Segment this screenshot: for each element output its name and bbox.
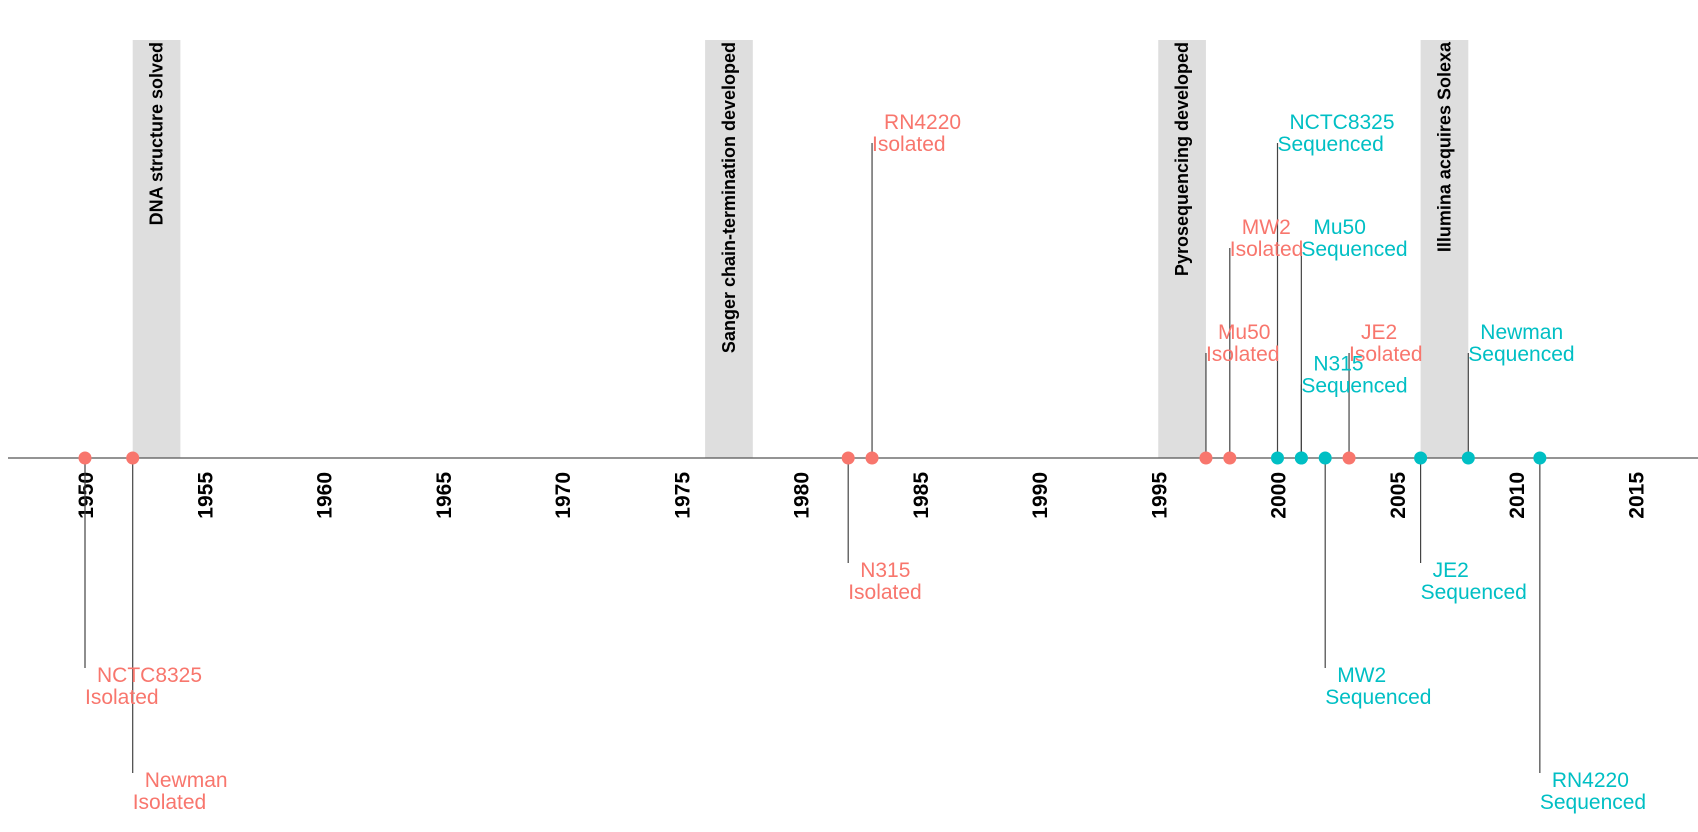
event-point <box>1271 451 1284 465</box>
event-status-label: Sequenced <box>1278 133 1384 156</box>
x-tick-label: 1950 <box>75 472 98 519</box>
x-tick-label: 1980 <box>791 472 814 519</box>
event-status-label: Sequenced <box>1421 581 1527 604</box>
event-status-label: Sequenced <box>1301 238 1407 261</box>
event-status-label: Isolated <box>848 581 922 604</box>
x-tick-label: 1990 <box>1029 472 1052 519</box>
x-tick-label: 2000 <box>1268 472 1291 519</box>
event-status-label: Isolated <box>133 791 207 814</box>
event-point <box>78 451 92 465</box>
event-status-label: Isolated <box>1349 343 1423 366</box>
event-point <box>126 451 140 465</box>
event-strain-label: MW2 <box>1337 664 1386 687</box>
event-status-label: Isolated <box>872 133 946 156</box>
event-strain-label: Mu50 <box>1313 216 1366 239</box>
band-label: Illumina acquires Solexa <box>1434 41 1454 252</box>
event-strain-label: NCTC8325 <box>1290 111 1395 134</box>
x-tick-label: 1985 <box>910 472 933 519</box>
x-tick-label: 1970 <box>552 472 575 519</box>
event-point <box>1342 451 1356 465</box>
event-strain-label: MW2 <box>1242 216 1291 239</box>
event-band <box>1420 40 1469 458</box>
event-status-label: Isolated <box>1206 343 1280 366</box>
event-labels: NCTC8325IsolatedNewmanIsolatedN315Isolat… <box>85 111 1646 814</box>
band-label: Pyrosequencing developed <box>1172 42 1192 276</box>
event-status-label: Sequenced <box>1468 343 1574 366</box>
event-band <box>705 40 753 458</box>
event-point <box>1199 451 1213 465</box>
event-status-label: Isolated <box>1230 238 1304 261</box>
x-tick-label: 2015 <box>1625 472 1648 519</box>
event-point <box>841 451 855 465</box>
event-point <box>1294 451 1308 465</box>
x-tick-label: 1995 <box>1148 472 1171 519</box>
event-point <box>1318 451 1332 465</box>
event-status-label: Sequenced <box>1325 686 1431 709</box>
event-status-label: Isolated <box>85 686 159 709</box>
x-tick-label: 1965 <box>433 472 456 519</box>
event-strain-label: Newman <box>145 769 228 792</box>
x-tick-label: 2010 <box>1506 472 1529 519</box>
event-point <box>1533 451 1547 465</box>
x-tick-label: 2005 <box>1387 472 1410 519</box>
event-band <box>1158 40 1206 458</box>
band-label: DNA structure solved <box>147 42 167 225</box>
event-point <box>1461 451 1475 465</box>
event-strain-label: N315 <box>860 559 910 582</box>
event-strain-label: Mu50 <box>1218 321 1271 344</box>
event-strain-label: RN4220 <box>884 111 961 134</box>
event-stems <box>84 143 1541 773</box>
event-point <box>1414 451 1428 465</box>
event-status-label: Sequenced <box>1301 375 1407 398</box>
event-bands: DNA structure solved Sanger chain-termina… <box>132 40 1469 458</box>
event-status-label: Sequenced <box>1540 791 1646 814</box>
event-points <box>78 451 1547 465</box>
event-point <box>865 451 879 465</box>
event-strain-label: N315 <box>1313 353 1363 376</box>
event-strain-label: JE2 <box>1361 321 1397 344</box>
band-label: Sanger chain-termination developed <box>719 42 739 353</box>
x-tick-label: 1955 <box>194 472 217 519</box>
event-strain-label: JE2 <box>1433 559 1469 582</box>
event-strain-label: Newman <box>1480 321 1563 344</box>
year-ticks: 1950 1955 1960 1965 1970 1975 1980 1985 1990 1995… <box>75 472 1648 519</box>
event-strain-label: NCTC8325 <box>97 664 202 687</box>
x-tick-label: 1960 <box>314 472 337 519</box>
event-band <box>132 40 181 458</box>
event-point <box>1223 451 1237 465</box>
event-strain-label: RN4220 <box>1552 769 1629 792</box>
x-tick-label: 1975 <box>671 472 694 519</box>
